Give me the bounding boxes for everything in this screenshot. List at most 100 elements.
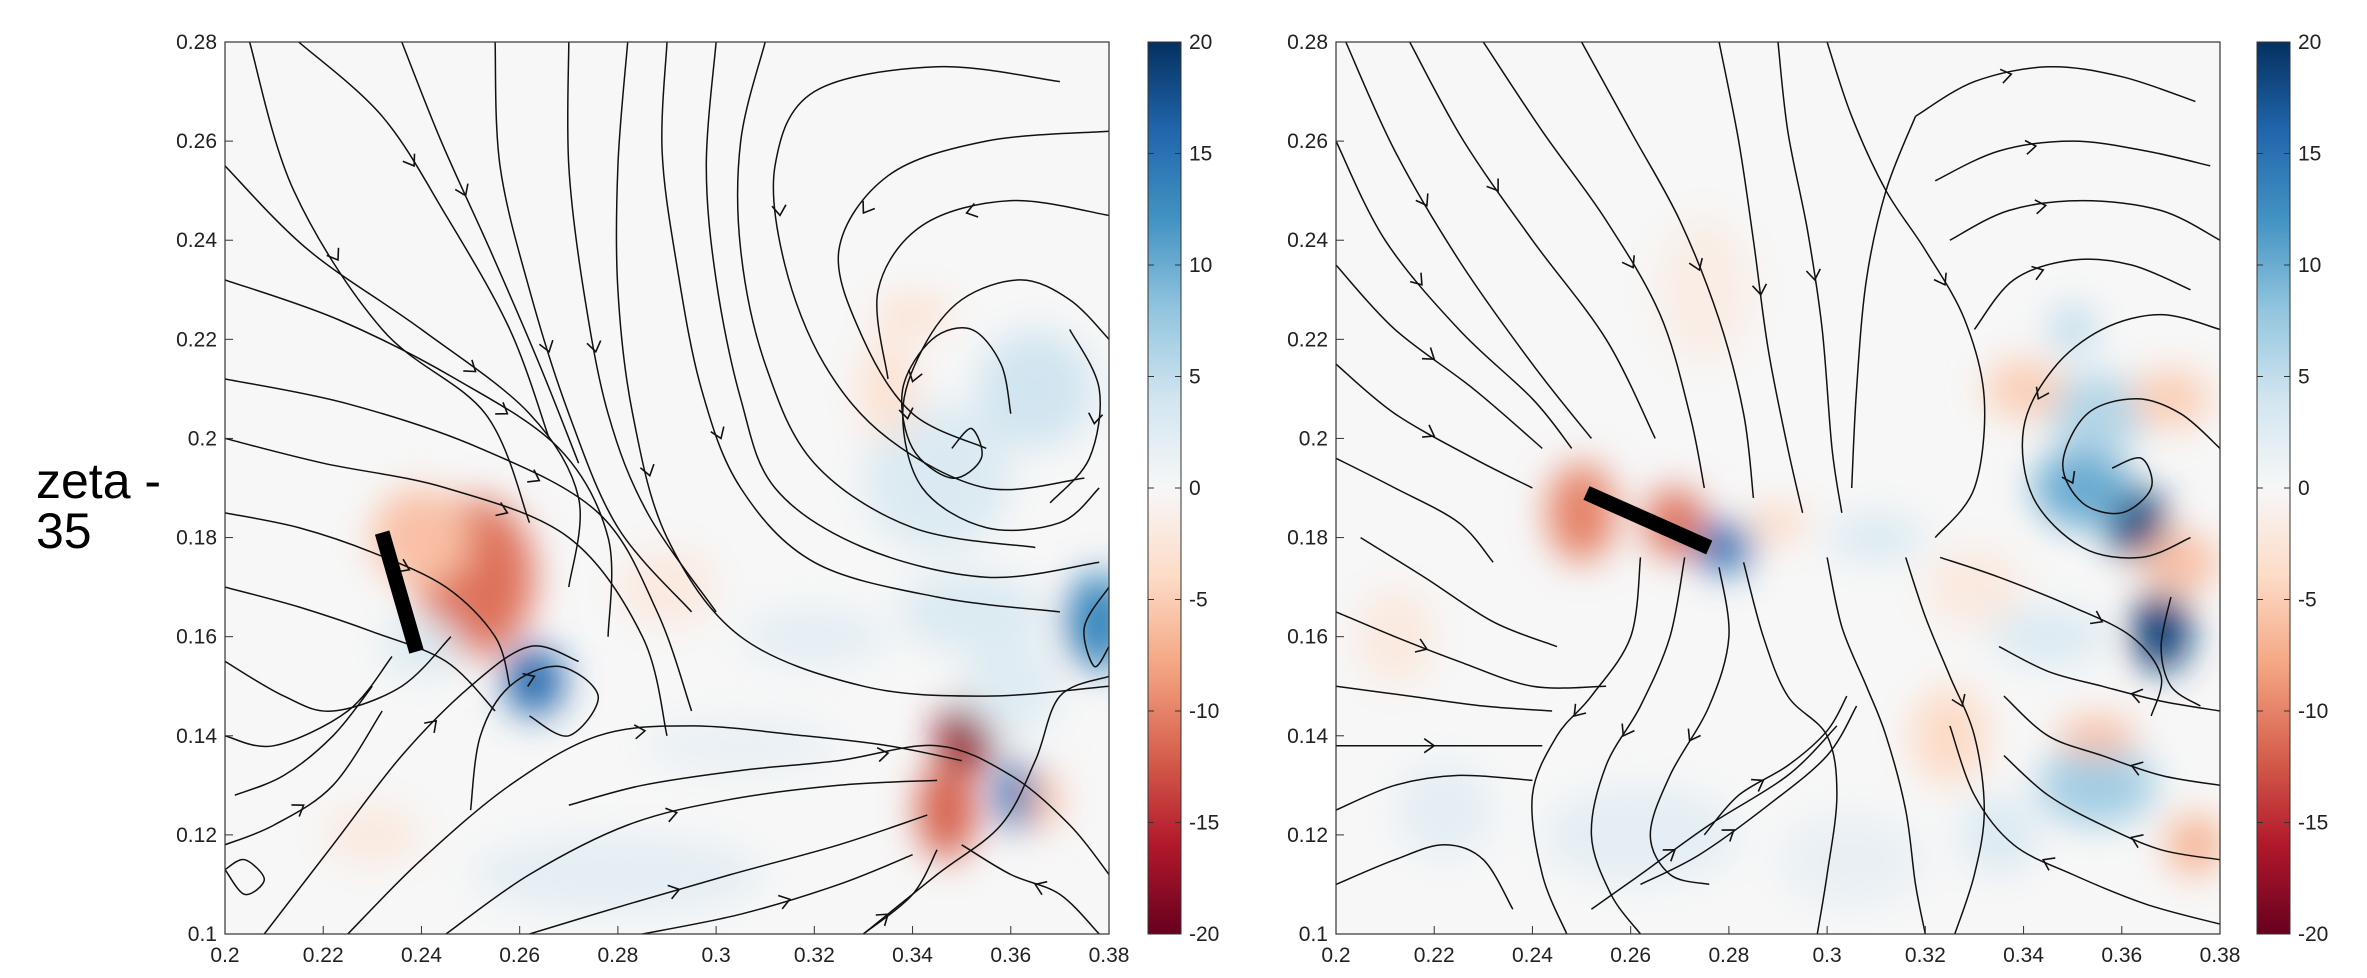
colorbar-tick-label: -5 <box>2298 589 2317 612</box>
streamline-arrow <box>1423 738 1436 754</box>
vorticity-blob <box>642 715 839 776</box>
plate-right <box>1583 486 1713 555</box>
streamline <box>225 437 668 736</box>
streamline-arrow <box>876 746 890 763</box>
streamline <box>1934 140 2211 182</box>
y-tick-label: 0.12 <box>176 824 217 847</box>
streamline-arrow <box>1662 848 1677 862</box>
vorticity-blob <box>1542 785 1739 885</box>
streamline <box>1083 586 1109 668</box>
vorticity-field-right <box>1355 215 2220 910</box>
streamline-arrow <box>1688 257 1703 272</box>
streamline <box>1949 199 2220 241</box>
streamline <box>1998 645 2220 712</box>
streamline-arrow <box>1999 68 2013 84</box>
streamline-arrow <box>1409 272 1423 286</box>
vorticity-blob <box>917 760 977 860</box>
streamline-arrow <box>1805 268 1822 282</box>
streamline <box>225 858 266 896</box>
streamline <box>1915 65 2196 117</box>
y-tick-label: 0.2 <box>188 427 217 450</box>
vorticity-blob <box>1030 770 1060 830</box>
streamline-arrow <box>1414 638 1429 653</box>
streamline <box>1336 685 1553 712</box>
streamline <box>225 586 496 712</box>
colorbar-tick-label: -10 <box>1189 700 1219 723</box>
vorticity-blob <box>1778 810 1926 910</box>
streamline <box>401 42 580 464</box>
streamline-arrow <box>2034 199 2048 215</box>
streamline-arrow <box>710 426 725 440</box>
streamline <box>2021 313 2220 559</box>
streamline <box>1360 536 1558 648</box>
streamline-arrow <box>2024 139 2038 155</box>
streamline <box>1336 774 1533 811</box>
streamline <box>1345 42 1592 439</box>
streamline-arrow <box>586 340 602 354</box>
axes-frame-left <box>224 41 1110 935</box>
streamline-arrow <box>771 204 787 217</box>
colorbar-tick-label: -15 <box>1189 812 1219 835</box>
streamline-arrow <box>2130 688 2144 704</box>
colorbar-tick-label: 10 <box>2298 254 2321 277</box>
x-tick-label: 0.2 <box>210 944 239 967</box>
streamline-arrow <box>1687 728 1701 742</box>
y-tick-label: 0.14 <box>176 725 217 748</box>
panel-right: 0.2 0.22 0.24 0.26 0.28 0.3 0.32 0.34 0.36 0.38 0… <box>1287 31 2328 967</box>
streamline <box>1826 42 1986 539</box>
streamline <box>1777 42 1843 513</box>
x-axis-left: 0.2 0.22 0.24 0.26 0.28 0.3 0.32 0.34 0.36 0.38 <box>210 926 1129 967</box>
streamline <box>1718 42 1804 513</box>
streamline-arrow <box>522 672 536 687</box>
vorticity-blob <box>873 294 952 335</box>
x-tick-label: 0.26 <box>1610 944 1651 967</box>
plate-left <box>374 530 424 654</box>
streamline <box>1973 258 2191 330</box>
vorticity-blob <box>1748 502 1808 543</box>
x-tick-label: 0.38 <box>1089 944 1130 967</box>
streamline-arrow <box>424 719 438 734</box>
vorticity-blob <box>996 760 1036 830</box>
streamline-arrow <box>495 402 509 415</box>
x-tick-label: 0.3 <box>1813 944 1842 967</box>
streamline-arrow <box>633 724 647 740</box>
y-tick-label: 0.18 <box>1287 527 1328 550</box>
vorticity-blob <box>2165 815 2220 875</box>
vorticity-blob <box>863 403 1011 553</box>
streamline-arrow <box>1721 829 1735 842</box>
streamline <box>1649 567 1730 886</box>
vorticity-blob <box>1064 572 1109 672</box>
vorticity-blob <box>1694 522 1754 573</box>
streamline-arrow <box>402 153 416 168</box>
streamline <box>1580 42 1755 498</box>
streamline <box>705 42 1100 579</box>
y-tick-label: 0.22 <box>176 328 217 351</box>
streamline-arrow <box>1415 193 1429 207</box>
streamline <box>1336 844 1514 910</box>
streamline-arrow <box>667 884 681 900</box>
streamline-arrow <box>396 558 411 573</box>
vorticity-blob <box>1925 547 2024 627</box>
y-tick-label: 0.16 <box>1287 626 1328 649</box>
streamline-arrow <box>2041 857 2056 871</box>
colorbar-tick-label: -20 <box>1189 923 1219 946</box>
x-axis-right: 0.2 0.22 0.24 0.26 0.28 0.3 0.32 0.34 0.36 0.38 <box>1321 926 2240 967</box>
streamline-arrow <box>291 804 305 817</box>
streamline <box>494 42 693 613</box>
x-tick-label: 0.3 <box>702 944 731 967</box>
streamline <box>1336 140 1573 449</box>
streamline <box>1336 363 1533 489</box>
streamline-arrow <box>326 247 340 262</box>
y-tick-label: 0.2 <box>1299 427 1328 450</box>
x-tick-label: 0.34 <box>2003 944 2044 967</box>
streamline-arrow <box>2130 834 2144 849</box>
streamline <box>225 710 383 846</box>
streamline <box>876 199 1109 380</box>
colorbar-tick-label: -5 <box>1189 589 1208 612</box>
streamline-arrow <box>862 200 876 215</box>
streamline-arrow <box>2031 265 2045 281</box>
y-axis-left: 0.1 0.12 0.14 0.16 0.18 0.2 0.22 0.24 0.26 0.28 <box>176 31 233 946</box>
streamline-arrow <box>1621 255 1635 269</box>
streamline-arrow <box>639 463 655 477</box>
